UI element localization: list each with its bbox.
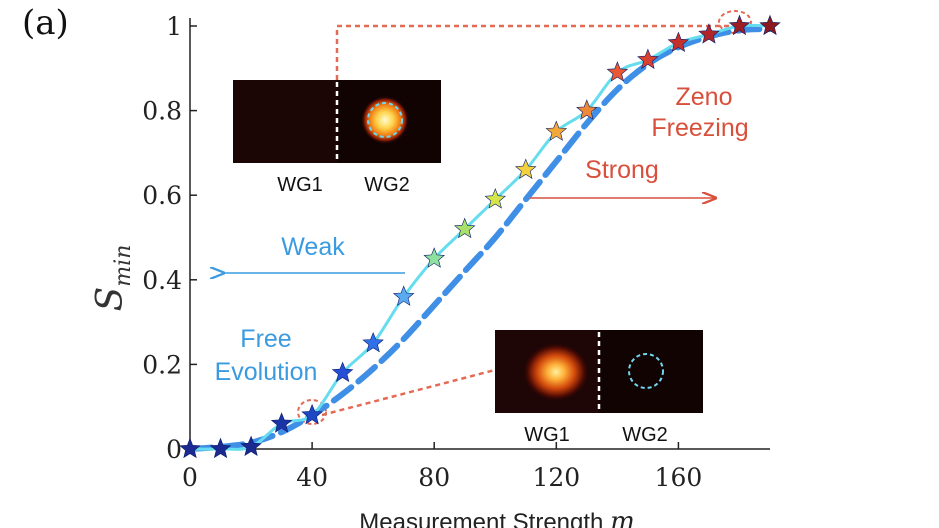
y-tick-label: 0.8 xyxy=(142,97,182,126)
x-tick-label: 120 xyxy=(532,463,580,492)
data-point-star xyxy=(576,99,598,120)
y-tick-label: 0.6 xyxy=(142,181,182,210)
y-axis-label: Smin xyxy=(90,245,136,312)
annotation-freezing: Freezing xyxy=(651,114,748,142)
data-point-star xyxy=(331,361,354,383)
y-tick-label: 1 xyxy=(166,12,182,41)
annotation-evolution: Evolution xyxy=(215,358,318,386)
data-point-star xyxy=(515,158,537,179)
data-point-star xyxy=(698,23,720,44)
annotation-zeno: Zeno xyxy=(676,83,733,111)
bottom-point-highlight xyxy=(297,399,327,425)
inset-top-label-wg1: WG1 xyxy=(277,174,323,196)
axis-ticks: 0 40 80 120 160 0 0.2 0.4 0.6 0.8 1 xyxy=(142,12,702,492)
simulation-markers xyxy=(179,14,781,459)
data-point-star xyxy=(484,188,506,209)
top-inset-connector xyxy=(335,24,735,80)
x-axis-label: Measurement Strength m xyxy=(359,507,634,528)
inset-top-image xyxy=(233,80,441,163)
data-point-star xyxy=(423,247,445,268)
y-tick-label: 0.2 xyxy=(142,350,182,379)
data-point-star xyxy=(392,285,415,306)
data-point-star xyxy=(667,31,690,53)
inset-bottom-label-wg1: WG1 xyxy=(524,424,570,446)
data-point-star xyxy=(301,403,323,425)
x-tick-label: 160 xyxy=(655,463,703,492)
panel-label: (a) xyxy=(22,3,69,43)
data-point-star xyxy=(209,437,232,459)
svg-text:Smin: Smin xyxy=(90,245,136,312)
bottom-inset-connector xyxy=(321,368,496,417)
annotation-weak: Weak xyxy=(281,233,345,261)
data-point-star xyxy=(179,437,201,459)
data-point-star xyxy=(637,48,659,69)
data-point-star xyxy=(270,412,293,433)
annotation-strong: Strong xyxy=(585,156,659,184)
data-point-star xyxy=(728,14,751,36)
inset-bottom-image xyxy=(495,330,703,413)
data-point-star xyxy=(545,120,568,141)
x-tick-label: 0 xyxy=(182,463,198,492)
x-tick-label: 80 xyxy=(418,463,450,492)
data-point-star xyxy=(240,435,262,457)
x-tick-label: 40 xyxy=(296,463,328,492)
data-point-star xyxy=(362,331,384,353)
data-point-star xyxy=(759,14,781,36)
data-point-star xyxy=(606,61,629,82)
y-tick-label: 0 xyxy=(166,435,182,464)
inset-bottom-label-wg2: WG2 xyxy=(622,424,668,446)
data-point-star xyxy=(454,217,476,239)
y-tick-label: 0.4 xyxy=(142,266,182,295)
annotation-free: Free xyxy=(240,325,291,353)
inset-top-label-wg2: WG2 xyxy=(364,174,410,196)
